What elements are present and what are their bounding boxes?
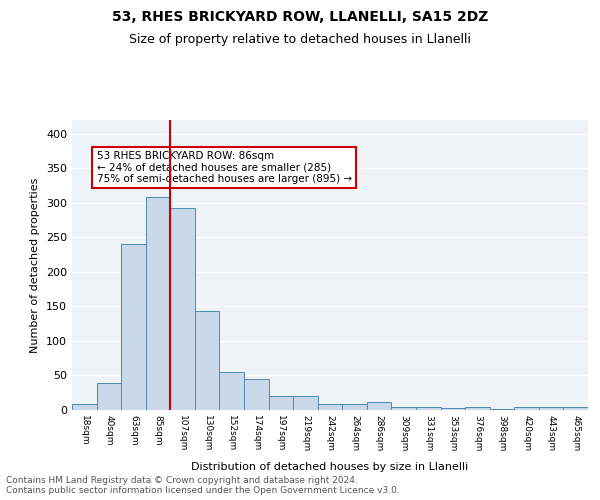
Bar bbox=[391, 406, 416, 410]
Y-axis label: Number of detached properties: Number of detached properties bbox=[31, 178, 40, 352]
Bar bbox=[293, 396, 318, 410]
Bar bbox=[465, 407, 490, 410]
Bar bbox=[72, 404, 97, 410]
Bar bbox=[563, 407, 588, 410]
Text: Size of property relative to detached houses in Llanelli: Size of property relative to detached ho… bbox=[129, 32, 471, 46]
Text: Contains HM Land Registry data © Crown copyright and database right 2024.
Contai: Contains HM Land Registry data © Crown c… bbox=[6, 476, 400, 495]
Bar bbox=[269, 396, 293, 410]
Bar bbox=[318, 404, 342, 410]
Bar bbox=[121, 244, 146, 410]
Bar bbox=[146, 198, 170, 410]
Bar bbox=[342, 404, 367, 410]
Bar bbox=[539, 407, 563, 410]
Bar bbox=[367, 402, 391, 410]
Text: 53 RHES BRICKYARD ROW: 86sqm
← 24% of detached houses are smaller (285)
75% of s: 53 RHES BRICKYARD ROW: 86sqm ← 24% of de… bbox=[97, 151, 352, 184]
Bar bbox=[97, 383, 121, 410]
Bar bbox=[440, 408, 465, 410]
Bar bbox=[416, 407, 440, 410]
Bar bbox=[170, 208, 195, 410]
Bar bbox=[220, 372, 244, 410]
Text: 53, RHES BRICKYARD ROW, LLANELLI, SA15 2DZ: 53, RHES BRICKYARD ROW, LLANELLI, SA15 2… bbox=[112, 10, 488, 24]
Bar bbox=[195, 310, 220, 410]
Bar bbox=[514, 407, 539, 410]
X-axis label: Distribution of detached houses by size in Llanelli: Distribution of detached houses by size … bbox=[191, 462, 469, 472]
Bar bbox=[244, 379, 269, 410]
